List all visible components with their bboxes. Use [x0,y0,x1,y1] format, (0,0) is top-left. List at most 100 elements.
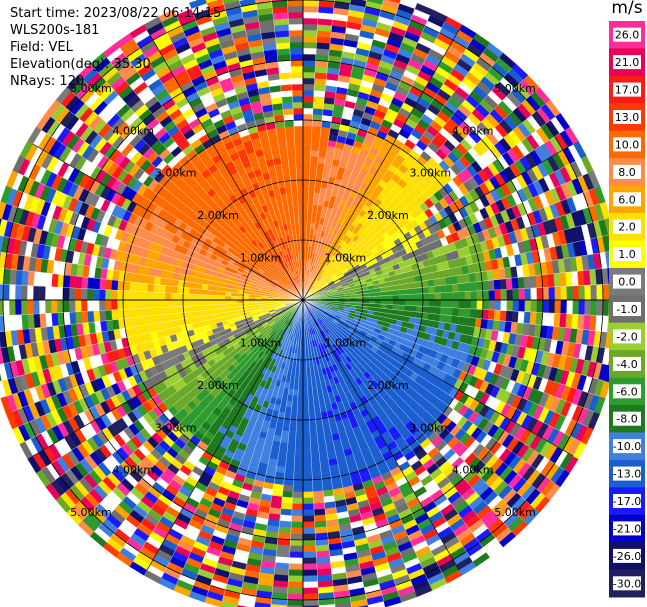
velocity-gate [302,527,316,535]
velocity-gate [493,279,501,291]
velocity-gate [295,161,304,169]
ray [302,170,601,301]
velocity-gate [293,119,304,127]
velocity-gate [200,289,208,296]
velocity-gate [290,533,304,541]
velocity-gate [309,168,317,175]
velocity-gate [299,365,304,373]
velocity-gate [289,557,304,565]
velocity-gate [302,185,310,193]
velocity-gate [165,278,173,287]
velocity-gate [286,449,296,456]
velocity-gate [293,113,304,121]
velocity-gate [87,277,95,290]
velocity-gate [523,276,531,289]
velocity-gate [99,310,107,322]
velocity-gate [488,289,496,301]
velocity-gate [292,197,299,205]
velocity-gate [280,508,293,516]
velocity-gate [287,0,304,7]
velocity-gate [302,47,317,55]
velocity-gate [177,286,184,294]
velocity-gate [287,11,304,19]
velocity-gate [275,556,290,564]
velocity-gate [316,168,324,176]
velocity-gate [279,520,292,528]
velocity-gate [308,180,316,187]
velocity-gate [292,389,299,397]
velocity-gate [302,131,312,139]
velocity-gate [316,556,331,564]
velocity-gate [392,294,400,301]
velocity-gate [297,389,304,397]
velocity-gate [511,277,519,290]
velocity-gate [171,279,179,287]
velocity-gate [302,563,318,571]
velocity-gate [39,272,47,287]
velocity-gate [302,587,319,595]
velocity-gate [291,191,298,199]
velocity-gate [288,17,304,25]
velocity-gate [517,276,525,289]
velocity-gate [398,294,406,301]
ray [239,0,304,301]
velocity-gate [361,0,367,1]
velocity-gate [434,285,441,294]
velocity-gate [302,569,318,577]
velocity-gate [387,0,401,4]
velocity-gate [159,307,166,316]
velocity-gate [482,290,490,301]
velocity-gate [170,292,178,301]
velocity-gate [165,285,172,294]
velocity-gate [302,473,313,481]
velocity-gate [281,496,293,504]
velocity-gate [289,419,297,426]
velocity-gate [302,521,316,529]
velocity-gate [285,460,295,468]
velocity-gate [302,533,316,541]
velocity-gate [290,407,298,414]
velocity-gate [282,102,294,110]
velocity-gate [171,313,179,321]
velocity-gate [282,490,294,498]
velocity-gate [318,144,328,152]
velocity-gate [310,156,319,163]
velocity-gate [302,575,318,583]
velocity-gate [318,448,328,456]
velocity-gate [302,485,314,493]
velocity-gate [302,53,317,61]
velocity-gate [280,156,289,164]
velocity-gate [309,162,318,169]
ray [302,86,551,301]
velocity-gate [288,575,304,583]
velocity-gate [297,401,304,409]
velocity-gate [554,286,562,301]
velocity-gate [189,287,196,295]
ray [302,0,418,301]
velocity-gate [2,284,10,301]
velocity-gate [14,299,22,316]
velocity-gate [302,425,311,433]
ray [222,0,304,301]
velocity-gate [134,299,142,309]
velocity-gate [170,299,178,308]
velocity-gate [188,299,196,307]
velocity-gate [302,413,310,421]
velocity-gate [282,108,294,116]
velocity-gate [302,143,312,151]
velocity-gate [302,23,318,31]
velocity-gate [116,299,124,310]
velocity-gate [104,289,112,301]
velocity-gate [590,284,598,301]
velocity-gate [302,5,319,13]
velocity-gate [505,277,513,290]
velocity-gate [288,29,304,37]
velocity-gate [295,431,304,439]
velocity-gate [296,407,304,415]
velocity-gate [506,288,514,301]
velocity-gate [141,282,149,292]
velocity-gate [291,503,304,511]
velocity-gate [159,284,166,293]
velocity-gate [307,389,314,397]
velocity-gate [380,295,388,301]
